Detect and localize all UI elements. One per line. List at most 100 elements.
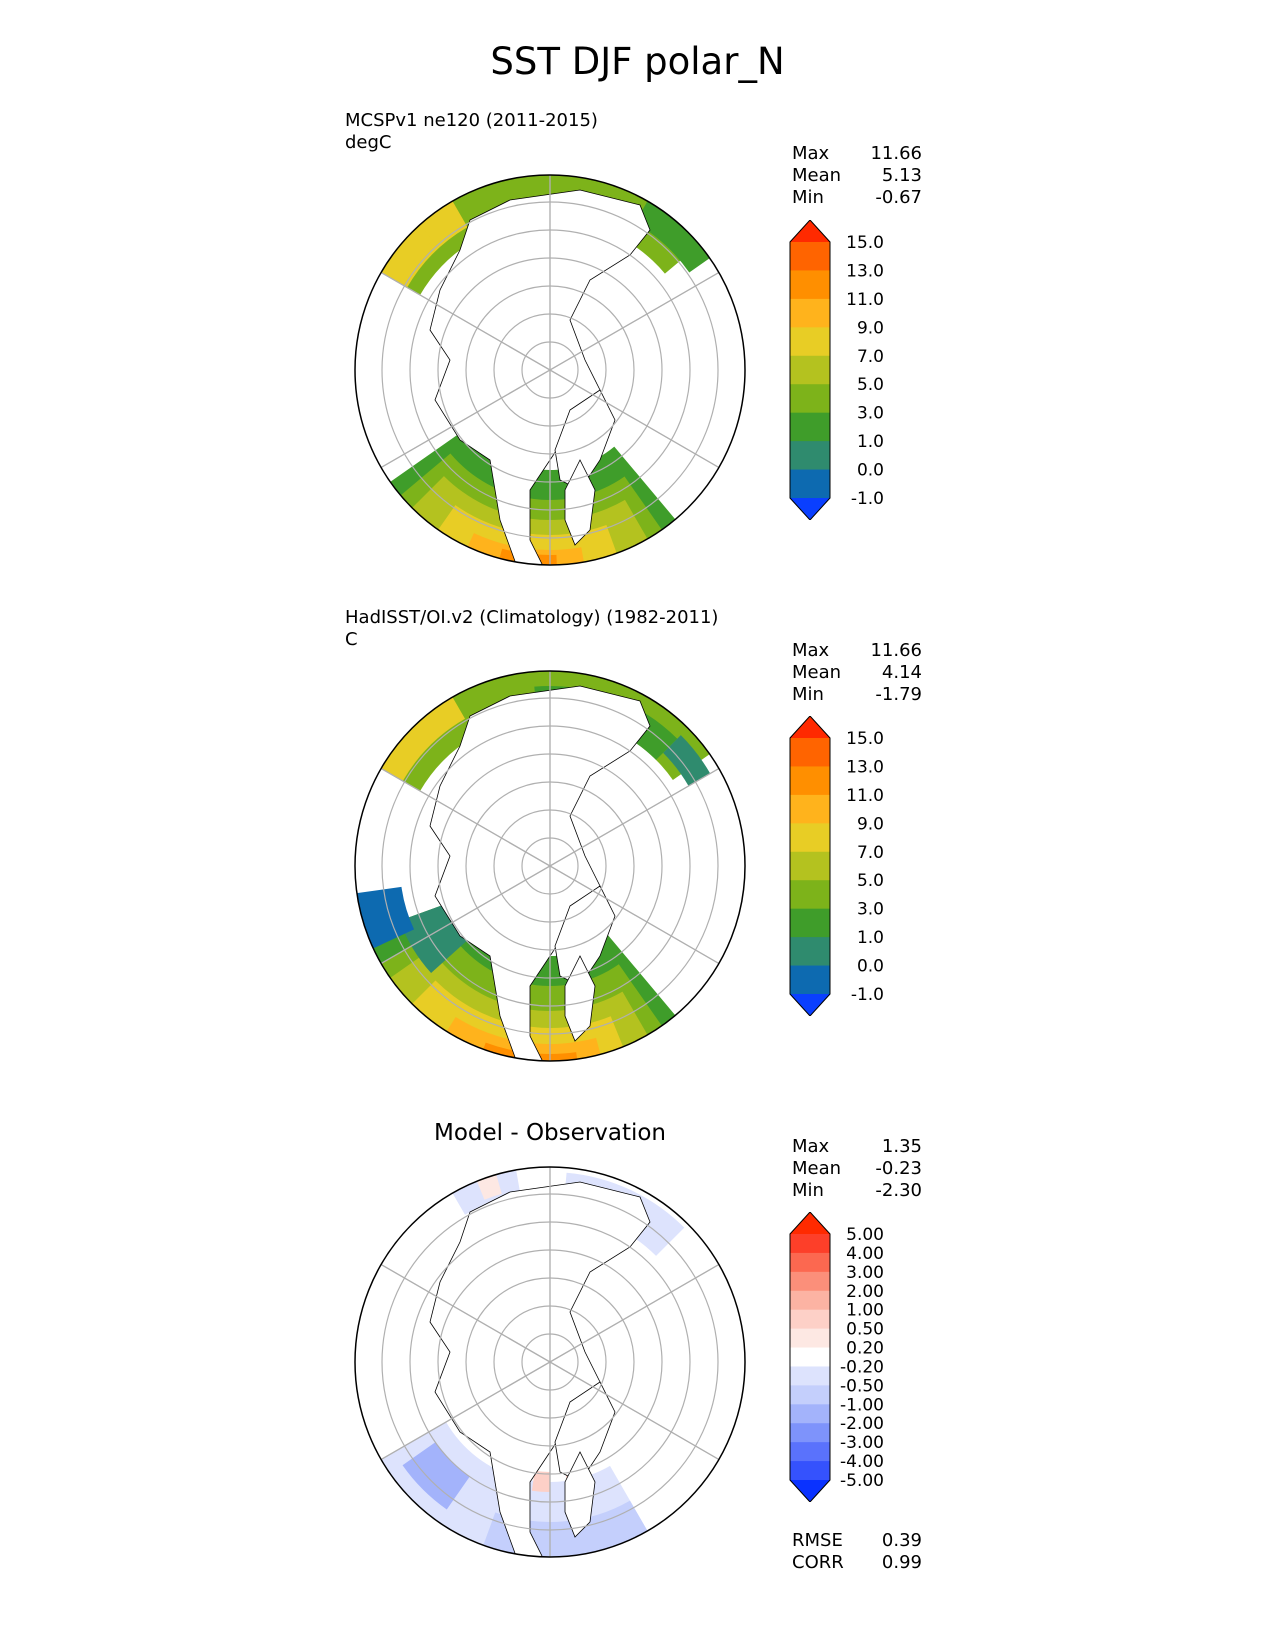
stat-value: 0.99 [881, 1552, 922, 1573]
stat-value: -0.67 [875, 187, 922, 208]
map-field [381, 1169, 685, 1557]
colorbar: 15.0 13.0 11.0 9.0 7.0 5.0 3.0 1.0 0.0 -1.0 [789, 716, 884, 1016]
colorbar-tick-label: 11.0 [846, 290, 884, 310]
anomaly-region [476, 1174, 502, 1200]
panel-title: Model - Observation [433, 1120, 667, 1146]
colorbar-segment [790, 794, 830, 824]
colorbar-segment [790, 1234, 830, 1254]
sst-region [635, 201, 710, 273]
colorbar-tick-label: 3.0 [857, 900, 884, 920]
polar-map [354, 174, 746, 566]
colorbar-segment [790, 1271, 830, 1292]
colorbar-segment [790, 1309, 830, 1330]
colorbar-segment [790, 270, 830, 300]
colorbar-segment [790, 880, 830, 910]
panel-title-line-1: MCSPv1 ne120 (2011-2015) [345, 110, 598, 131]
colorbar-tick-label: 0.50 [846, 1320, 884, 1340]
colorbar-segment [790, 384, 830, 414]
sst-region [663, 735, 711, 786]
anomaly-region [531, 1470, 550, 1492]
colorbar-segment [790, 1290, 830, 1311]
colorbar-segment [790, 1347, 830, 1368]
colorbar-tick-label: -5.00 [840, 1471, 884, 1491]
longitude-line [380, 1263, 720, 1461]
colorbar-segment [790, 1328, 830, 1349]
colorbar-tick-label: -2.00 [840, 1414, 884, 1434]
colorbar-extend-min [790, 994, 830, 1016]
land-outline [429, 1181, 651, 1557]
stat-label: Mean [792, 165, 842, 186]
colorbar-tick-label: 13.0 [846, 757, 884, 777]
colorbar-extend-min [790, 1480, 830, 1502]
stat-value: 1.35 [881, 1136, 922, 1157]
stat-value: 11.66 [870, 640, 922, 661]
colorbar-tick-label: 9.0 [857, 318, 884, 338]
colorbar-tick-label: 3.00 [846, 1263, 884, 1283]
colorbar-outline [789, 1212, 831, 1502]
map-boundary [354, 174, 746, 566]
stat-value: 5.13 [881, 165, 922, 186]
colorbar-tick-label: -1.00 [840, 1395, 884, 1415]
colorbar-segment [790, 298, 830, 328]
sst-region [356, 886, 415, 949]
colorbar-tick-label: -4.00 [840, 1452, 884, 1472]
stat-value: 0.39 [881, 1530, 922, 1551]
colorbar-tick-label: -0.50 [840, 1376, 884, 1396]
stat-label: CORR [792, 1552, 844, 1573]
colorbar-extend-max [790, 220, 830, 242]
colorbar-tick-label: 0.20 [846, 1339, 884, 1359]
colorbar-segment [790, 908, 830, 938]
sst-region [381, 225, 433, 283]
colorbar-tick-label: 5.0 [857, 871, 884, 891]
stat-label: Min [792, 684, 824, 705]
polar-map [354, 670, 746, 1062]
stat-label: Min [792, 187, 824, 208]
colorbar-segment [790, 937, 830, 967]
colorbar-segment [790, 766, 830, 796]
map-field [356, 671, 711, 1061]
colorbar-segment [790, 1366, 830, 1386]
graticule [380, 671, 720, 1061]
stat-value: -1.79 [875, 684, 922, 705]
colorbar-tick-label: 15.0 [846, 729, 884, 749]
colorbar-outline [789, 716, 831, 1016]
colorbar-segment [790, 851, 830, 881]
colorbar-tick-label: 5.00 [846, 1225, 884, 1245]
stats-block: Max 1.35 Mean -0.23 Min -2.30 [792, 1136, 922, 1202]
colorbar-tick-label: 4.00 [846, 1244, 884, 1264]
land-outline [564, 1451, 596, 1538]
colorbar-tick-label: 0.0 [857, 461, 884, 481]
stat-label: Max [792, 1136, 830, 1157]
stat-label: RMSE [792, 1530, 843, 1551]
error-stats-block: RMSE 0.39 CORR 0.99 [792, 1530, 922, 1574]
colorbar-segment [790, 412, 830, 442]
colorbar-segment [790, 1442, 830, 1462]
colorbar-segment [790, 1423, 830, 1443]
anomaly-region [402, 1442, 470, 1510]
stats-block: Max 11.66 Mean 5.13 Min -0.67 [792, 143, 922, 209]
colorbar-segment [790, 965, 830, 995]
stat-label: Max [792, 640, 830, 661]
sst-region [483, 1042, 578, 1061]
stats-block: Max 11.66 Mean 4.14 Min -1.79 [792, 640, 922, 706]
colorbar-segment [790, 738, 830, 768]
panel-units: C [345, 629, 358, 650]
polar-map [354, 1166, 746, 1558]
colorbar-tick-label: 1.00 [846, 1301, 884, 1321]
colorbar-segment [790, 327, 830, 357]
colorbar-tick-label: 11.0 [846, 786, 884, 806]
colorbar-segment [790, 1385, 830, 1405]
stat-label: Mean [792, 662, 842, 683]
colorbar-tick-label: -1.0 [851, 985, 884, 1005]
stat-label: Max [792, 143, 830, 164]
colorbar-tick-label: 3.0 [857, 404, 884, 424]
graticule [380, 175, 720, 565]
colorbar-segment [790, 355, 830, 385]
colorbar-segment [790, 1252, 830, 1273]
colorbar-extend-min [790, 498, 830, 520]
stat-label: Mean [792, 1158, 842, 1179]
colorbar-tick-label: 1.0 [857, 432, 884, 452]
colorbar-tick-label: 2.00 [846, 1282, 884, 1302]
land-outline [564, 459, 596, 546]
colorbar-tick-label: 15.0 [846, 233, 884, 253]
